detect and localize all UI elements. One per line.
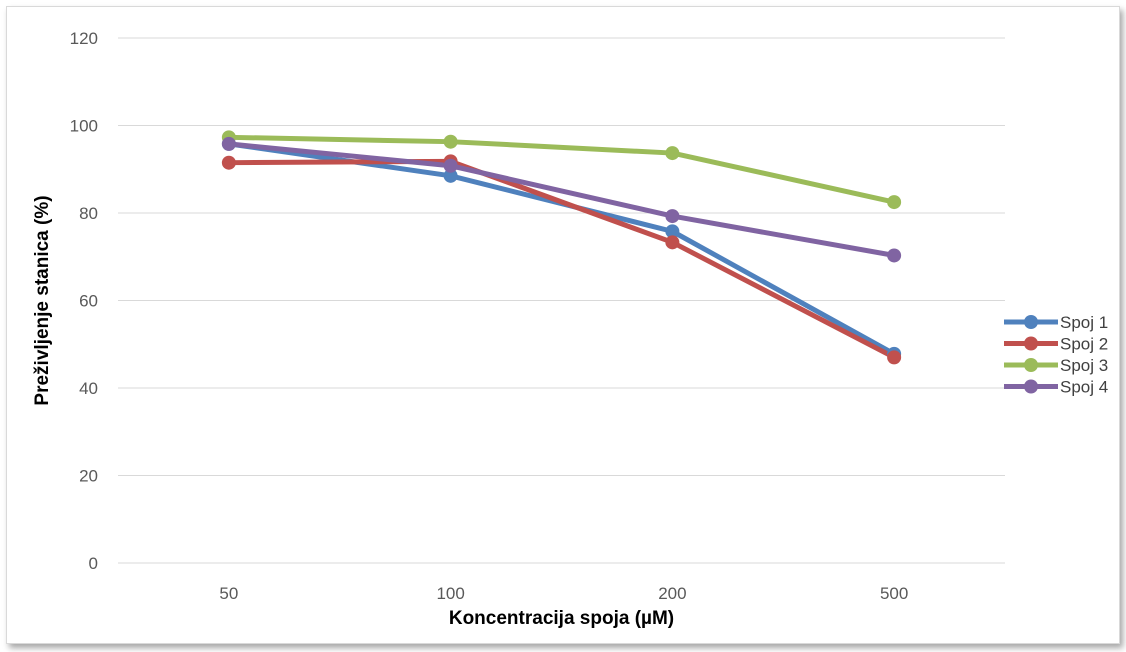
chart-frame bbox=[6, 6, 1120, 644]
legend-marker bbox=[1024, 379, 1038, 394]
gridlines bbox=[118, 37, 1005, 564]
data-point bbox=[887, 248, 902, 263]
legend-item-4: Spoj 4 bbox=[1004, 378, 1108, 397]
data-point bbox=[887, 195, 902, 210]
x-tick-label: 50 bbox=[219, 584, 238, 603]
data-point bbox=[443, 134, 458, 149]
data-point bbox=[443, 168, 458, 183]
series-line-3 bbox=[226, 134, 897, 205]
legend-marker bbox=[1024, 358, 1038, 372]
legend-item-2: Spoj 2 bbox=[1004, 335, 1108, 354]
y-tick-labels: 0 20 40 60 80 100 120 bbox=[70, 29, 98, 573]
legend-item-1: Spoj 1 bbox=[1004, 313, 1108, 332]
data-point bbox=[443, 158, 458, 173]
x-tick-label: 500 bbox=[880, 584, 908, 603]
legend-label: Spoj 2 bbox=[1060, 335, 1108, 354]
legend-item-3: Spoj 3 bbox=[1004, 356, 1108, 375]
y-axis-title: Preživljenje stanica (%) bbox=[32, 195, 53, 405]
data-point bbox=[887, 350, 902, 365]
legend-marker bbox=[1024, 336, 1038, 351]
y-tick-label: 20 bbox=[79, 467, 98, 486]
y-tick-label: 120 bbox=[70, 29, 98, 48]
data-point bbox=[221, 155, 236, 170]
data-point bbox=[665, 209, 680, 224]
series-line-4 bbox=[226, 141, 897, 258]
data-point bbox=[665, 235, 680, 250]
y-tick-label: 100 bbox=[70, 117, 98, 136]
x-axis-title: Koncentracija spoja (µM) bbox=[449, 608, 674, 629]
x-tick-labels: 50 100 200 500 bbox=[219, 584, 908, 603]
y-tick-label: 0 bbox=[89, 554, 98, 573]
series-line-2 bbox=[226, 158, 897, 360]
y-tick-label: 40 bbox=[79, 379, 98, 398]
x-tick-label: 200 bbox=[658, 584, 686, 603]
series-markers bbox=[221, 130, 902, 365]
y-tick-label: 60 bbox=[79, 292, 98, 311]
y-tick-label: 80 bbox=[79, 204, 98, 223]
series-lines bbox=[226, 134, 897, 360]
legend-label: Spoj 4 bbox=[1060, 378, 1108, 397]
data-point bbox=[665, 224, 680, 239]
legend-marker bbox=[1024, 315, 1038, 329]
x-tick-label: 100 bbox=[436, 584, 464, 603]
legend-label: Spoj 1 bbox=[1060, 313, 1108, 332]
data-point bbox=[665, 146, 680, 161]
series-line-1 bbox=[226, 141, 897, 357]
legend: Spoj 1 Spoj 2 Spoj 3 Spoj 4 bbox=[1004, 313, 1108, 397]
legend-label: Spoj 3 bbox=[1060, 356, 1108, 375]
data-point bbox=[221, 136, 236, 151]
